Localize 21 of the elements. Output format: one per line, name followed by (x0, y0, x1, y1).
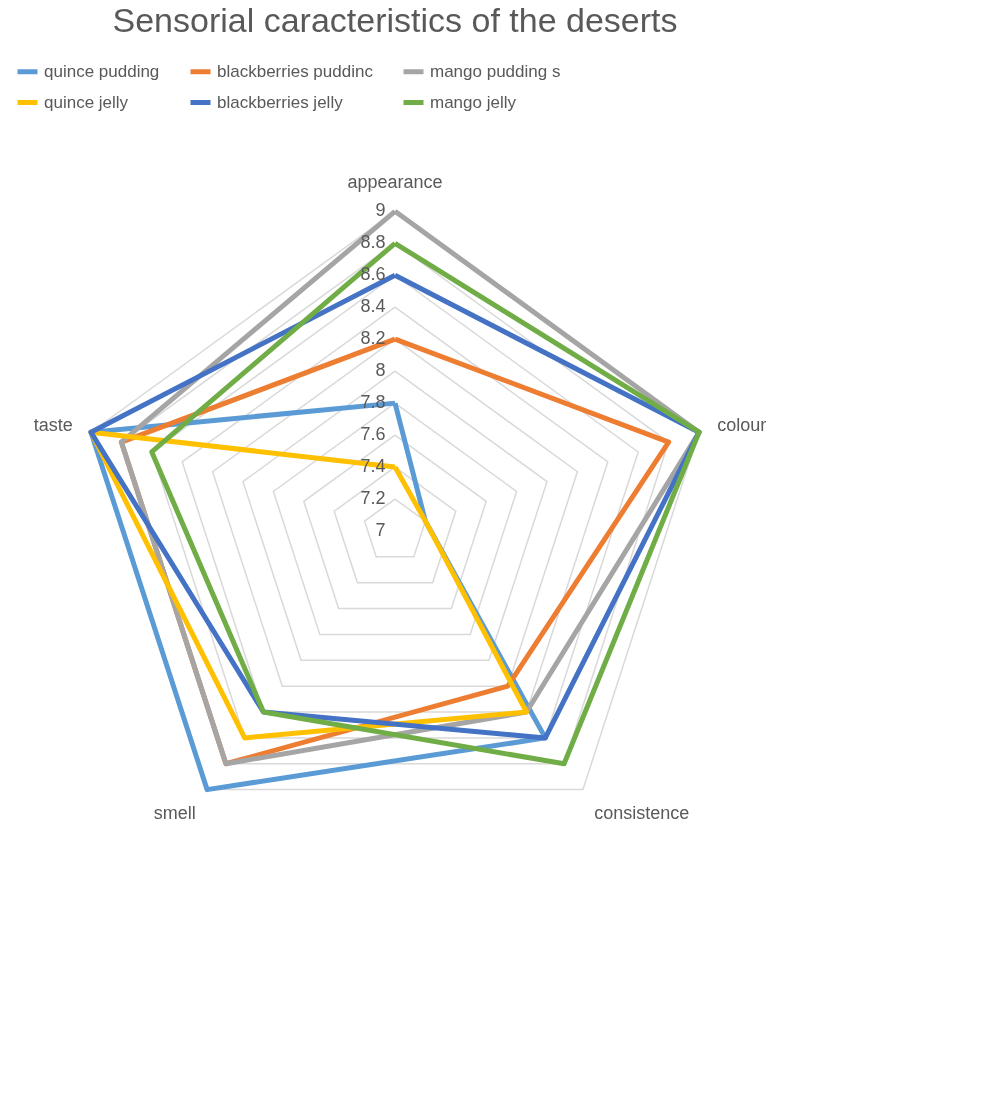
y-tick-label: 8.2 (360, 328, 386, 349)
legend-label: quince jelly (44, 92, 129, 112)
chart-title: Sensorial caracteristics of the deserts (112, 1, 678, 39)
spoke-label: appearance (347, 172, 443, 193)
y-tick-label: 7.6 (360, 424, 386, 445)
spoke-label: consistence (594, 803, 690, 824)
legend-label: blackberries jelly (217, 92, 344, 112)
y-tick-label: 7 (375, 520, 386, 540)
y-tick-label: 8.4 (360, 296, 386, 317)
y-tick-label: 9 (375, 200, 386, 221)
y-tick-label: 8.6 (360, 264, 386, 285)
y-tick-label: 8.8 (360, 232, 386, 253)
spoke-label: smell (153, 803, 196, 824)
legend-label: quince pudding (44, 61, 160, 81)
y-tick-label: 7.2 (360, 488, 386, 509)
legend-label: blackberries puddinc (217, 61, 374, 81)
legend-label: mango pudding s (430, 61, 561, 81)
y-tick-label: 8 (375, 360, 386, 381)
legend-label: mango jelly (430, 92, 517, 112)
spoke-label: taste (33, 415, 73, 436)
spoke-label: colour (717, 415, 767, 436)
